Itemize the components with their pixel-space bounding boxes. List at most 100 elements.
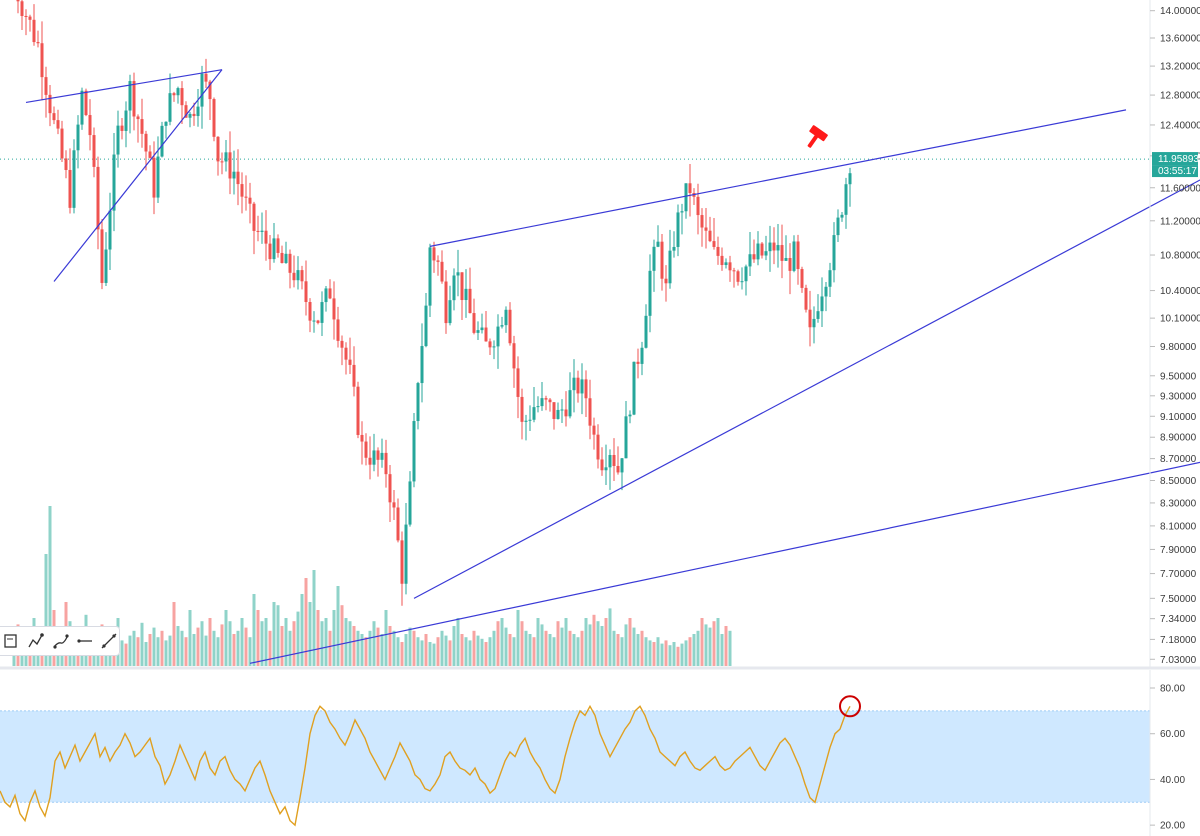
volume-bar: [684, 640, 688, 666]
volume-bar: [132, 630, 136, 666]
volume-bar: [136, 637, 140, 666]
price-tick-label: 7.70000: [1160, 569, 1197, 580]
countdown-label: 03:55:17: [1158, 166, 1197, 177]
price-tick-label: 12.40000: [1160, 120, 1200, 131]
candle-body: [684, 183, 688, 212]
candle-body: [492, 346, 496, 348]
candle-body: [232, 171, 236, 179]
volume-bar: [44, 554, 48, 666]
trendlines[interactable]: [25, 69, 1200, 664]
volume-bar: [144, 642, 148, 666]
price-tick-label: 8.10000: [1160, 521, 1197, 532]
volume-bar: [36, 646, 40, 666]
candle-body: [656, 241, 660, 247]
candle-body: [116, 125, 120, 155]
candle-body: [508, 309, 512, 344]
candle-body: [332, 298, 336, 320]
candle-body: [772, 242, 776, 251]
candle-body: [348, 359, 352, 365]
candle-body: [588, 398, 592, 426]
triangle-bottom-line: [53, 69, 223, 282]
volume-bar: [368, 630, 372, 666]
candle-body: [748, 254, 752, 267]
brush-tool-icon[interactable]: [50, 630, 70, 652]
rsi-tick-label: 20.00: [1160, 821, 1185, 832]
candle-body: [720, 255, 724, 266]
candle-body: [592, 425, 596, 435]
volume-bar: [352, 626, 356, 666]
volume-bar: [364, 637, 368, 666]
candle-body: [612, 454, 616, 466]
price-tick-label: 10.10000: [1160, 314, 1200, 325]
candle-body: [816, 311, 820, 319]
volume-bars: [12, 506, 732, 666]
candle-body: [660, 241, 664, 279]
candle-body: [224, 152, 228, 162]
volume-bar: [440, 630, 444, 666]
volume-bar: [492, 630, 496, 666]
candle-body: [516, 368, 520, 397]
volume-bar: [384, 610, 388, 666]
candle-body: [264, 230, 268, 244]
trend-line-tool-icon[interactable]: [99, 630, 119, 652]
candle-body: [652, 246, 656, 271]
volume-bar: [284, 618, 288, 666]
volume-bar: [220, 624, 224, 666]
candle-body: [68, 169, 72, 208]
candle-body: [704, 227, 708, 231]
volume-bar: [376, 627, 380, 666]
price-tick-label: 7.03000: [1160, 655, 1197, 666]
candle-body: [576, 377, 580, 394]
volume-bar: [504, 627, 508, 666]
candle-body: [740, 281, 744, 283]
volume-bar: [508, 634, 512, 666]
volume-bar: [688, 637, 692, 666]
volume-bar: [488, 637, 492, 666]
note-tool-icon[interactable]: [2, 630, 22, 652]
candle-body: [808, 309, 812, 328]
candle-body: [520, 396, 524, 422]
candle-body: [148, 151, 152, 158]
volume-bar: [432, 643, 436, 666]
volume-bar: [400, 642, 404, 666]
candle-body: [56, 120, 60, 129]
volume-bar: [48, 506, 52, 666]
candle-body: [620, 458, 624, 473]
candle-body: [352, 364, 356, 387]
horizontal-ray-tool-icon[interactable]: [75, 630, 95, 652]
candle-body: [260, 230, 264, 232]
candle-body: [428, 247, 432, 306]
candle-body: [104, 249, 108, 283]
candle-body: [300, 270, 304, 282]
candle-body: [732, 270, 736, 272]
candle-body: [292, 272, 296, 281]
candle-body: [228, 152, 232, 179]
candle-body: [44, 77, 48, 95]
volume-bar: [648, 640, 652, 666]
volume-bar: [568, 630, 572, 666]
candle-body: [644, 315, 648, 348]
price-axis[interactable]: 14.00000 13.60000 13.20000 12.80000 12.40000…: [1149, 0, 1200, 668]
rsi-pane[interactable]: [0, 695, 1150, 827]
candlesticks: [16, 0, 852, 606]
candle-body: [308, 302, 312, 321]
candle-body: [76, 124, 80, 151]
volume-bar: [224, 610, 228, 666]
candle-body: [32, 19, 36, 43]
price-tick-label: 7.34000: [1160, 614, 1197, 625]
candle-body: [140, 119, 144, 134]
volume-bar: [496, 621, 500, 666]
candle-body: [404, 524, 408, 584]
candle-body: [456, 272, 460, 276]
price-pane[interactable]: [0, 0, 1200, 666]
volume-bar: [344, 618, 348, 666]
volume-bar: [484, 642, 488, 666]
volume-bar: [152, 627, 156, 666]
candle-body: [636, 361, 640, 364]
upper-wedge-line: [429, 109, 1127, 247]
candle-body: [220, 161, 224, 163]
rsi-band: [0, 710, 1150, 803]
path-tool-icon[interactable]: [26, 630, 46, 652]
rsi-axis[interactable]: 80.00 60.00 40.00 20.00: [1149, 670, 1185, 836]
